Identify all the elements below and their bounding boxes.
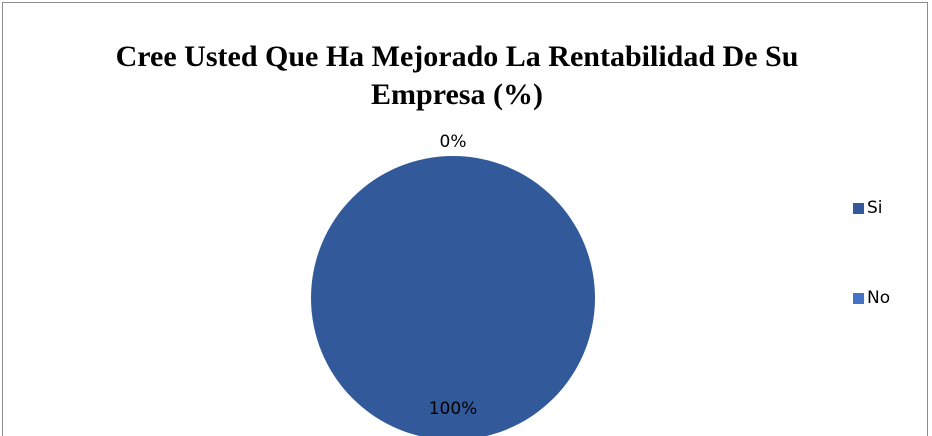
chart-title: Cree Usted Que Ha Mejorado La Rentabilid… [115,40,799,111]
data-label: 0% [440,132,467,152]
data-label: 100% [429,399,478,419]
legend-swatch [853,203,864,214]
legend-label: Si [867,198,883,218]
pie-slice [311,156,595,436]
legend-label: No [867,288,890,308]
legend-swatch [853,293,864,304]
